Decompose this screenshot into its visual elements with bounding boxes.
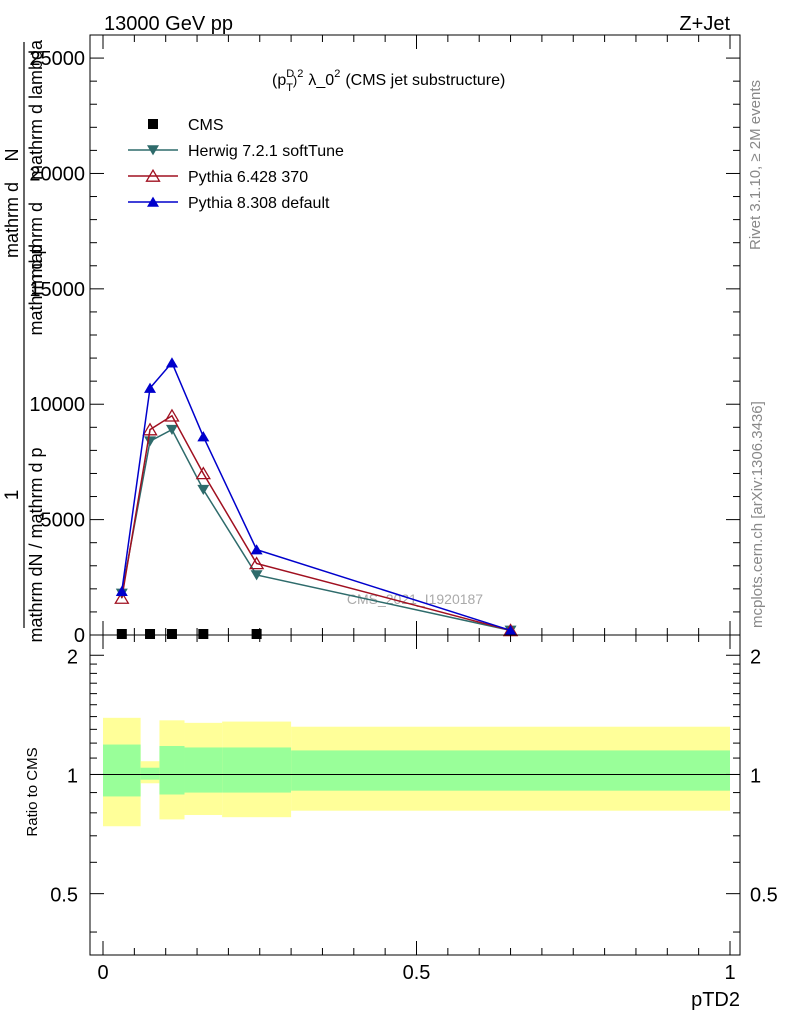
ylabel-line-1: 1 (2, 490, 23, 501)
ratio-ytick-label-right: 1 (750, 765, 761, 787)
x-axis-label: pTD2 (691, 989, 740, 1011)
ratio-y-ticks: 0.5 0.5 1 1 2 2 (50, 646, 778, 933)
data-point (115, 585, 128, 596)
series-line (121, 414, 511, 632)
data-point (145, 629, 156, 639)
ratio-band-green (291, 750, 730, 791)
ratio-band-green (184, 747, 223, 793)
ratio-band-green (222, 747, 292, 793)
data-point (142, 422, 158, 436)
data-point (195, 466, 211, 480)
title-sup: D (286, 68, 294, 80)
main-ytick-label: 5000 (41, 510, 86, 532)
data-point (248, 556, 265, 570)
ratio-ytick-label: 2 (67, 646, 78, 668)
data-point (164, 408, 180, 422)
rivet-label: Rivet 3.1.10, ≥ 2M events (747, 80, 764, 250)
series-layer (114, 357, 519, 639)
data-point (504, 624, 517, 636)
ratio-x-ticks: 0 0.5 1 (97, 635, 736, 984)
ylabel-line-2: mathrm dN / mathrm d p (26, 447, 46, 642)
ratio-xtick-label: 1 (724, 962, 735, 984)
data-point (251, 629, 262, 639)
ylabel-line-3: mathrm d (26, 202, 46, 278)
ratio-band-green (103, 744, 141, 797)
legend-marker (145, 168, 161, 182)
data-point (197, 431, 210, 442)
series-line (121, 428, 511, 632)
ratio-ytick-label: 1 (67, 765, 78, 787)
main-ytick-label: 20000 (29, 163, 85, 185)
legend-entry: Herwig 7.2.1 softTune (188, 143, 344, 160)
ratio-band-green (159, 745, 185, 795)
main-x-ticks (102, 35, 731, 635)
main-y-ticks: 0 5000 10000 15000 20000 25000 (29, 34, 740, 647)
data-point (166, 629, 177, 639)
legend-marker (147, 196, 159, 207)
title-base: (p (272, 72, 286, 89)
ratio-ytick-label-right: 0.5 (750, 885, 778, 907)
data-point (198, 629, 209, 639)
title-tail: (CMS jet substructure) (345, 72, 505, 89)
data-point (114, 590, 130, 604)
title-paren: ) (293, 73, 297, 88)
ratio-bands (90, 717, 740, 827)
ratio-ytick-label: 0.5 (50, 885, 78, 907)
legend-entry: CMS (188, 117, 224, 134)
ylabel-line-5: mathrm d lambda (26, 39, 46, 180)
ratio-band-green (140, 767, 160, 780)
title-sup3: 2 (334, 68, 340, 80)
ratio-panel: 0.5 0.51 12 2 0 0.5 1 Ratio to CMS pTD2 (24, 634, 778, 1011)
main-ytick-label: 10000 (29, 394, 85, 416)
main-ytick-label: 25000 (29, 48, 85, 70)
series-0 (116, 629, 262, 639)
ylabel-line-4: mathrm d p (26, 244, 46, 335)
title-sub: T (286, 82, 293, 94)
process-label: Z+Jet (679, 13, 730, 35)
analysis-watermark: CMS_2021_I1920187 (347, 591, 483, 607)
chart-title: (pD T)2 λ_02 (CMS jet substructure) (272, 68, 505, 94)
main-ytick-label: 15000 (29, 279, 85, 301)
title-rest: λ_0 (308, 72, 334, 89)
series-3 (115, 357, 517, 636)
ratio-xtick-label: 0.5 (403, 962, 431, 984)
data-point (250, 544, 263, 555)
data-point (144, 436, 157, 447)
legend: CMS Herwig 7.2.1 softTune Pythia 6.428 370… (128, 117, 344, 212)
title-sup2: 2 (297, 68, 303, 80)
energy-label: 13000 GeV pp (104, 13, 233, 35)
ylabel-line-7: N (2, 149, 22, 162)
ylabel-line-6: mathrm d (2, 182, 22, 258)
ratio-y-label: Ratio to CMS (24, 747, 41, 836)
legend-entry: Pythia 8.308 default (188, 195, 330, 212)
data-point (144, 382, 157, 393)
data-point (250, 570, 263, 581)
ratio-ytick-label-right: 2 (750, 646, 761, 668)
ratio-frame (89, 634, 741, 956)
y-axis-label: 1 mathrm dN / mathrm d p mathrm d mathrm… (2, 39, 46, 643)
data-point (197, 484, 210, 496)
ratio-xtick-label: 0 (97, 962, 108, 984)
data-point (165, 424, 178, 436)
legend-marker (148, 119, 158, 129)
data-point (165, 357, 178, 368)
series-line (121, 361, 511, 632)
data-point (116, 629, 127, 639)
main-ytick-label: 0 (74, 625, 85, 647)
legend-entry: Pythia 6.428 370 (188, 169, 308, 186)
mcplots-label: mcplots.cern.ch [arXiv:1306.3436] (749, 401, 766, 628)
legend-marker (147, 145, 159, 156)
